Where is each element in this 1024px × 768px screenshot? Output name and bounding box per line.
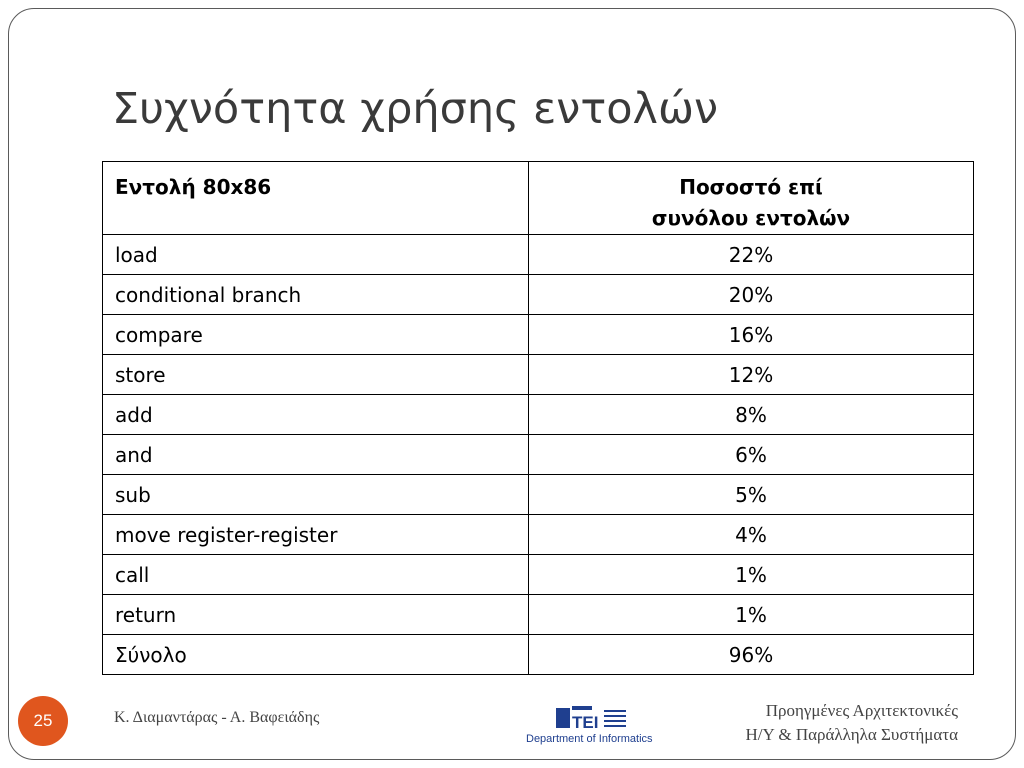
logo-line [604, 715, 626, 717]
row-command: return [102, 594, 529, 635]
header-percent-line2: συνόλου εντολών [651, 206, 851, 230]
table-row: sub 5% [102, 474, 974, 515]
row-command: add [102, 394, 529, 435]
row-command: compare [102, 314, 529, 355]
table-row: conditional branch 20% [102, 274, 974, 315]
footer-course-line1: Προηγμένες Αρχιτεκτονικές [765, 701, 958, 720]
total-percent: 96% [528, 634, 974, 675]
row-command: move register-register [102, 514, 529, 555]
row-percent: 4% [528, 514, 974, 555]
table-row: load 22% [102, 234, 974, 275]
footer-authors: Κ. Διαμαντάρας - Α. Βαφειάδης [114, 709, 320, 726]
header-command: Εντολή 80x86 [102, 161, 529, 235]
table-total-row: Σύνολο 96% [102, 634, 974, 675]
row-percent: 12% [528, 354, 974, 395]
footer-course-line2: Η/Υ & Παράλληλα Συστήματα [745, 725, 958, 744]
table-row: return 1% [102, 594, 974, 635]
department-logo: TEI Department of Informatics [526, 704, 653, 745]
instruction-frequency-table: Εντολή 80x86 Ποσοστό επί συνόλου εντολών… [102, 161, 974, 675]
logo-mark: TEI [572, 713, 598, 732]
table-row: call 1% [102, 554, 974, 595]
logo-line [604, 725, 626, 727]
row-command: conditional branch [102, 274, 529, 315]
logo-line [604, 720, 626, 722]
row-command: store [102, 354, 529, 395]
row-command: and [102, 434, 529, 475]
table-row: and 6% [102, 434, 974, 475]
row-percent: 1% [528, 554, 974, 595]
row-percent: 8% [528, 394, 974, 435]
footer-course: Προηγμένες Αρχιτεκτονικές Η/Υ & Παράλληλ… [745, 699, 958, 747]
slide-title: Συχνότητα χρήσης εντολών [112, 84, 718, 134]
total-label: Σύνολο [102, 634, 529, 675]
row-command: call [102, 554, 529, 595]
header-percent-line1: Ποσοστό επί [679, 175, 823, 199]
table-row: move register-register 4% [102, 514, 974, 555]
table-row: compare 16% [102, 314, 974, 355]
row-percent: 5% [528, 474, 974, 515]
row-percent: 6% [528, 434, 974, 475]
logo-line [604, 710, 626, 712]
header-percent: Ποσοστό επί συνόλου εντολών [528, 161, 974, 235]
table-header-row: Εντολή 80x86 Ποσοστό επί συνόλου εντολών [102, 161, 974, 235]
slide-number-badge: 25 [18, 696, 68, 746]
table-row: add 8% [102, 394, 974, 435]
logo-bar [572, 706, 592, 710]
row-percent: 16% [528, 314, 974, 355]
row-command: sub [102, 474, 529, 515]
row-percent: 22% [528, 234, 974, 275]
row-percent: 1% [528, 594, 974, 635]
row-command: load [102, 234, 529, 275]
logo-caption: Department of Informatics [526, 733, 653, 745]
logo-block [556, 708, 570, 728]
table-row: store 12% [102, 354, 974, 395]
row-percent: 20% [528, 274, 974, 315]
